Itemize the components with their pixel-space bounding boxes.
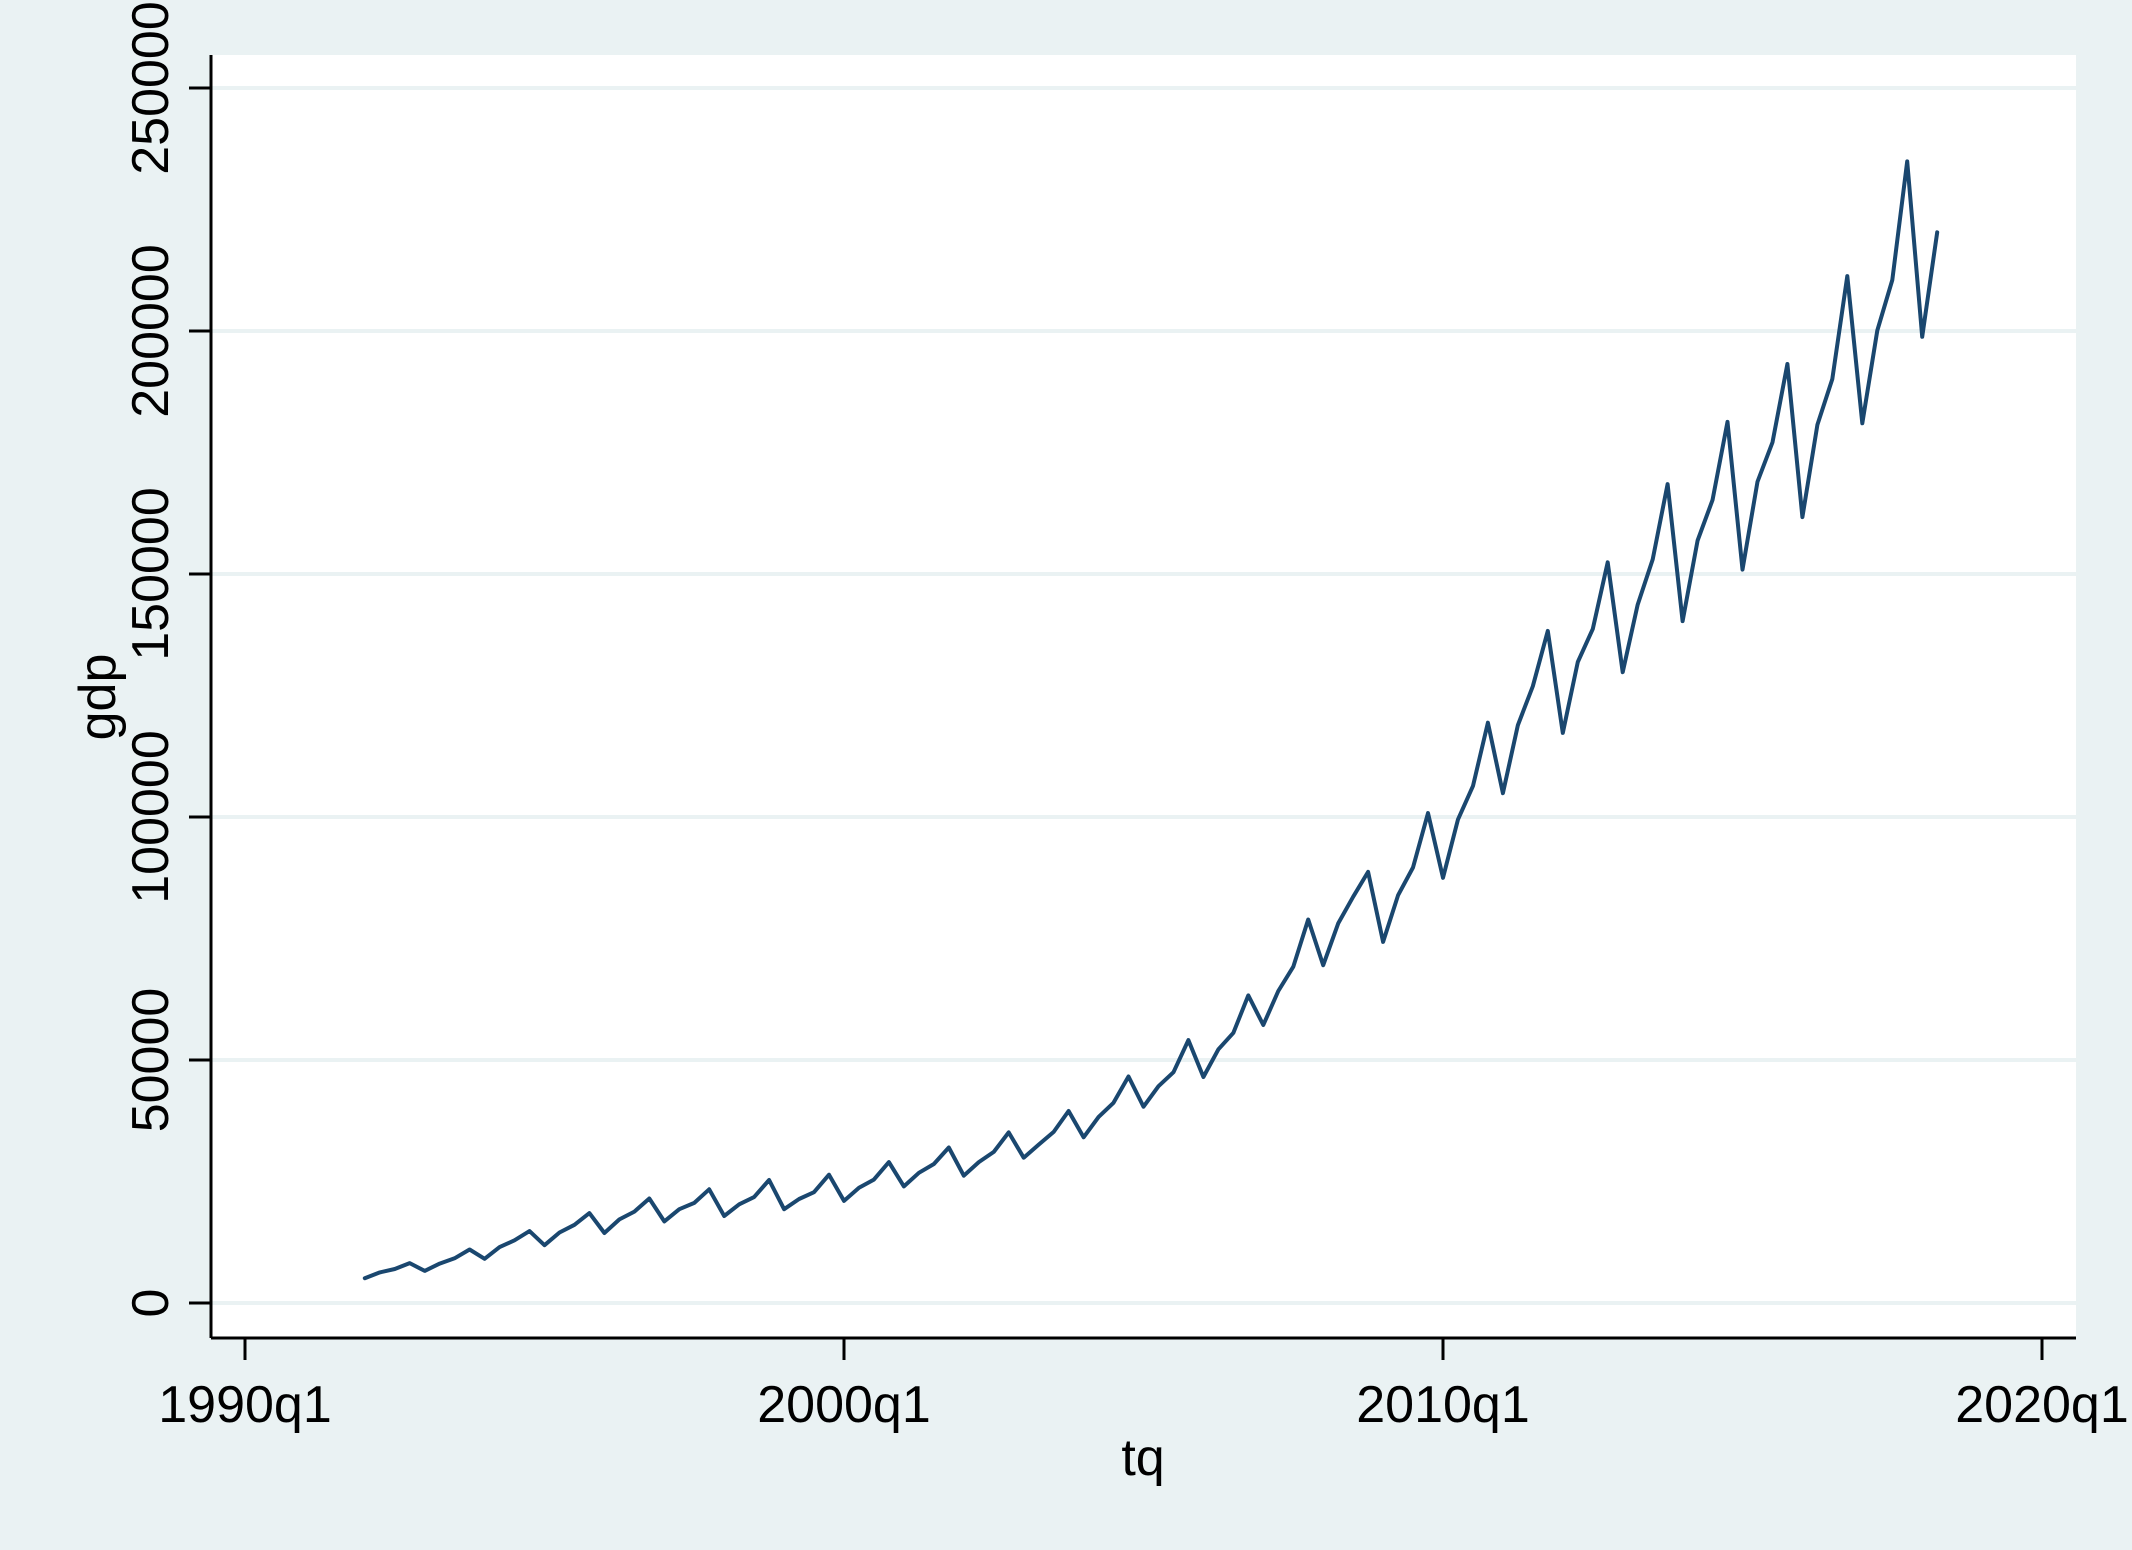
y-axis-title: gdp (69, 654, 127, 741)
y-tick-label: 100000 (122, 730, 180, 904)
x-tick-label: 2020q1 (1955, 1376, 2129, 1434)
y-axis: 0 50000 100000 150000 200000 250000 (122, 1, 213, 1338)
y-tick-label: 250000 (122, 1, 180, 175)
plot-area (211, 55, 2076, 1338)
y-tick-label: 50000 (122, 988, 180, 1133)
gdp-series-line (362, 159, 1940, 1281)
x-tick-label: 1990q1 (158, 1376, 332, 1434)
series-group (362, 159, 1940, 1281)
y-tick-label: 150000 (122, 487, 180, 661)
x-axis: 1990q1 2000q1 2010q1 2020q1 (158, 1336, 2129, 1434)
x-tick-label: 2010q1 (1356, 1376, 1530, 1434)
x-tick-label: 2000q1 (757, 1376, 931, 1434)
grid-lines (211, 86, 2076, 1305)
y-tick-label: 200000 (122, 244, 180, 418)
x-axis-title: tq (1121, 1429, 1164, 1487)
y-tick-label: 0 (122, 1289, 180, 1318)
